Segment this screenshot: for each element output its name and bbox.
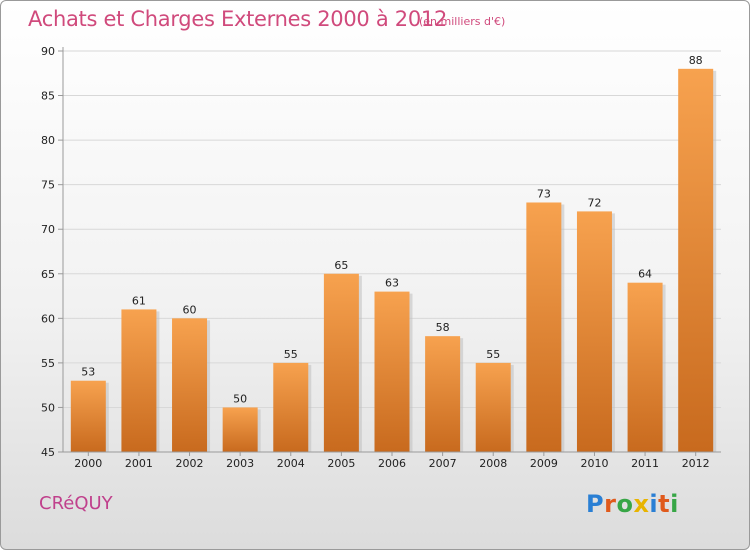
- bar: [627, 282, 663, 452]
- bar: [273, 362, 309, 452]
- x-tick-label: 2008: [479, 457, 507, 470]
- x-tick-label: 2006: [378, 457, 406, 470]
- x-tick-label: 2002: [176, 457, 204, 470]
- bar: [374, 291, 410, 452]
- y-tick-label: 65: [41, 268, 55, 281]
- x-tick-label: 2009: [530, 457, 558, 470]
- logo-letter: P: [586, 490, 605, 518]
- city-name: CRéQUY: [39, 493, 113, 514]
- x-tick-label: 2001: [125, 457, 153, 470]
- x-tick-label: 2004: [277, 457, 305, 470]
- y-tick-label: 55: [41, 357, 55, 370]
- logo-letter: x: [633, 490, 650, 518]
- x-tick-label: 2007: [429, 457, 457, 470]
- bar: [222, 407, 258, 452]
- bar-value-label: 53: [81, 366, 95, 379]
- axes: [58, 47, 721, 456]
- y-tick-label: 70: [41, 223, 55, 236]
- bar: [475, 362, 511, 452]
- y-tick-label: 80: [41, 134, 55, 147]
- bars: [70, 68, 717, 453]
- bar: [526, 202, 562, 452]
- logo-letter: i: [649, 490, 659, 518]
- bar-value-label: 61: [132, 294, 146, 307]
- y-tick-label: 75: [41, 179, 55, 192]
- logo-letter: t: [658, 490, 671, 518]
- bar: [70, 380, 106, 452]
- y-tick-label: 50: [41, 401, 55, 414]
- x-tick-label: 2010: [580, 457, 608, 470]
- bar: [121, 309, 157, 452]
- bar-value-label: 55: [486, 348, 500, 361]
- x-tick-label: 2011: [631, 457, 659, 470]
- y-tick-label: 90: [41, 45, 55, 58]
- bar-value-label: 88: [689, 54, 703, 67]
- logo-letter: r: [604, 490, 617, 518]
- bar-value-label: 50: [233, 392, 247, 405]
- bar: [576, 211, 612, 452]
- x-tick-label: 2012: [682, 457, 710, 470]
- chart-subtitle: (en milliers d'€): [419, 15, 506, 28]
- bar-value-label: 55: [284, 348, 298, 361]
- logo-letter: o: [616, 490, 634, 518]
- bar-value-label: 63: [385, 277, 399, 290]
- x-tick-label: 2000: [74, 457, 102, 470]
- bar-value-label: 72: [587, 196, 601, 209]
- bar-value-label: 60: [183, 303, 197, 316]
- bar-value-label: 64: [638, 268, 652, 281]
- bar: [323, 273, 359, 452]
- bar: [678, 68, 714, 453]
- x-tick-label: 2003: [226, 457, 254, 470]
- x-tick-label: 2005: [327, 457, 355, 470]
- bar-value-label: 65: [334, 259, 348, 272]
- chart-title: Achats et Charges Externes 2000 à 2012: [28, 7, 448, 31]
- bar: [425, 336, 461, 452]
- y-tick-label: 60: [41, 312, 55, 325]
- y-tick-label: 45: [41, 446, 55, 459]
- logo-letter: i: [670, 490, 679, 518]
- proxiti-logo: Proxiti: [586, 490, 679, 518]
- y-tick-label: 85: [41, 90, 55, 103]
- bar-value-label: 73: [537, 187, 551, 200]
- bar: [172, 318, 208, 452]
- bar-value-label: 58: [436, 321, 450, 334]
- labels: 45 50 55 60 65 70 75 80 85 90 53 2000 61 2001 60 2002 50…: [41, 45, 710, 470]
